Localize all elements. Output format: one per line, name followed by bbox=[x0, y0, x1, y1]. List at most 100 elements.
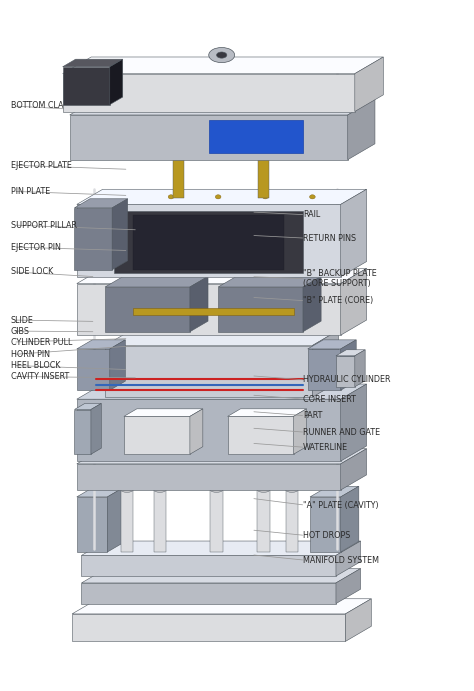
Text: SIDE LOCK: SIDE LOCK bbox=[11, 267, 53, 276]
Text: "B" BACKUP PLATE
(CORE SUPPORT): "B" BACKUP PLATE (CORE SUPPORT) bbox=[303, 269, 377, 288]
Ellipse shape bbox=[121, 488, 133, 492]
Text: MANIFOLD SYSTEM: MANIFOLD SYSTEM bbox=[303, 556, 379, 565]
Polygon shape bbox=[105, 330, 338, 346]
Ellipse shape bbox=[310, 195, 315, 199]
Polygon shape bbox=[341, 384, 366, 461]
Polygon shape bbox=[228, 417, 293, 454]
Text: RAIL: RAIL bbox=[303, 210, 320, 219]
Ellipse shape bbox=[257, 488, 270, 492]
Polygon shape bbox=[105, 287, 190, 332]
Ellipse shape bbox=[209, 48, 235, 63]
Text: EJECTOR PIN: EJECTOR PIN bbox=[11, 243, 61, 252]
Polygon shape bbox=[110, 59, 123, 104]
Bar bbox=[115, 211, 303, 273]
Polygon shape bbox=[310, 486, 359, 497]
Polygon shape bbox=[77, 349, 110, 390]
Polygon shape bbox=[308, 340, 356, 349]
Polygon shape bbox=[74, 404, 101, 410]
Polygon shape bbox=[258, 156, 269, 198]
Ellipse shape bbox=[154, 488, 166, 492]
Polygon shape bbox=[341, 448, 366, 490]
Polygon shape bbox=[74, 410, 91, 454]
Polygon shape bbox=[336, 569, 361, 603]
Text: HEEL BLOCK: HEEL BLOCK bbox=[11, 361, 60, 370]
Polygon shape bbox=[336, 356, 355, 387]
Text: HOT DROPS: HOT DROPS bbox=[303, 531, 350, 540]
Polygon shape bbox=[108, 486, 126, 552]
Ellipse shape bbox=[215, 195, 221, 199]
Polygon shape bbox=[293, 409, 307, 454]
Text: RUNNER AND GATE: RUNNER AND GATE bbox=[303, 428, 380, 437]
Polygon shape bbox=[190, 409, 203, 454]
Polygon shape bbox=[355, 57, 383, 111]
Polygon shape bbox=[63, 67, 110, 104]
Polygon shape bbox=[286, 490, 298, 552]
Polygon shape bbox=[341, 486, 359, 552]
Text: CYLINDER PULL: CYLINDER PULL bbox=[11, 338, 72, 347]
Text: EJECTOR PLATE: EJECTOR PLATE bbox=[11, 161, 72, 170]
Polygon shape bbox=[82, 569, 361, 583]
Ellipse shape bbox=[217, 52, 227, 58]
Text: HYDRAULIC CYLINDER: HYDRAULIC CYLINDER bbox=[303, 375, 391, 384]
Bar bbox=[209, 120, 303, 153]
Text: BOTTOM CLAMP PLATE: BOTTOM CLAMP PLATE bbox=[11, 102, 101, 111]
Text: SLIDE: SLIDE bbox=[11, 316, 34, 325]
Polygon shape bbox=[72, 599, 371, 614]
Polygon shape bbox=[112, 199, 128, 269]
Polygon shape bbox=[110, 340, 125, 390]
Polygon shape bbox=[77, 283, 341, 335]
Ellipse shape bbox=[168, 195, 174, 199]
Polygon shape bbox=[82, 541, 361, 556]
Polygon shape bbox=[63, 59, 123, 67]
Ellipse shape bbox=[263, 195, 268, 199]
Polygon shape bbox=[63, 57, 383, 74]
Ellipse shape bbox=[286, 488, 298, 492]
Text: "B" PLATE (CORE): "B" PLATE (CORE) bbox=[303, 296, 373, 305]
Polygon shape bbox=[77, 464, 341, 490]
Polygon shape bbox=[77, 189, 366, 205]
Circle shape bbox=[152, 320, 162, 334]
Polygon shape bbox=[124, 409, 203, 417]
Polygon shape bbox=[303, 276, 321, 332]
Polygon shape bbox=[341, 268, 366, 335]
Polygon shape bbox=[346, 599, 371, 641]
Polygon shape bbox=[190, 276, 208, 332]
Polygon shape bbox=[77, 497, 108, 552]
Polygon shape bbox=[77, 340, 125, 349]
Polygon shape bbox=[105, 276, 208, 287]
Polygon shape bbox=[154, 490, 166, 552]
Text: HORN PIN: HORN PIN bbox=[11, 350, 50, 359]
Polygon shape bbox=[257, 490, 270, 552]
Text: RETURN PINS: RETURN PINS bbox=[303, 234, 356, 243]
Polygon shape bbox=[355, 350, 365, 387]
Text: WATERLINE: WATERLINE bbox=[303, 443, 348, 452]
Polygon shape bbox=[91, 404, 101, 454]
Polygon shape bbox=[228, 409, 307, 417]
Text: "A" PLATE (CAVITY): "A" PLATE (CAVITY) bbox=[303, 501, 379, 510]
Polygon shape bbox=[336, 350, 365, 356]
Polygon shape bbox=[341, 340, 356, 390]
Polygon shape bbox=[77, 486, 126, 497]
Polygon shape bbox=[124, 417, 190, 454]
Polygon shape bbox=[72, 614, 346, 641]
Text: GIBS: GIBS bbox=[11, 327, 30, 336]
Polygon shape bbox=[82, 556, 336, 576]
Ellipse shape bbox=[258, 154, 269, 158]
Polygon shape bbox=[336, 541, 361, 576]
Polygon shape bbox=[310, 497, 341, 552]
Ellipse shape bbox=[210, 488, 223, 492]
Polygon shape bbox=[74, 199, 128, 208]
Polygon shape bbox=[77, 268, 366, 283]
Ellipse shape bbox=[173, 154, 184, 158]
Polygon shape bbox=[63, 74, 355, 111]
Polygon shape bbox=[173, 156, 184, 198]
Polygon shape bbox=[348, 99, 375, 160]
Polygon shape bbox=[308, 349, 341, 390]
Polygon shape bbox=[121, 490, 133, 552]
Polygon shape bbox=[77, 399, 341, 461]
Text: PART: PART bbox=[303, 411, 322, 420]
Polygon shape bbox=[218, 287, 303, 332]
Polygon shape bbox=[210, 490, 223, 552]
Polygon shape bbox=[77, 384, 366, 399]
Polygon shape bbox=[77, 448, 366, 464]
